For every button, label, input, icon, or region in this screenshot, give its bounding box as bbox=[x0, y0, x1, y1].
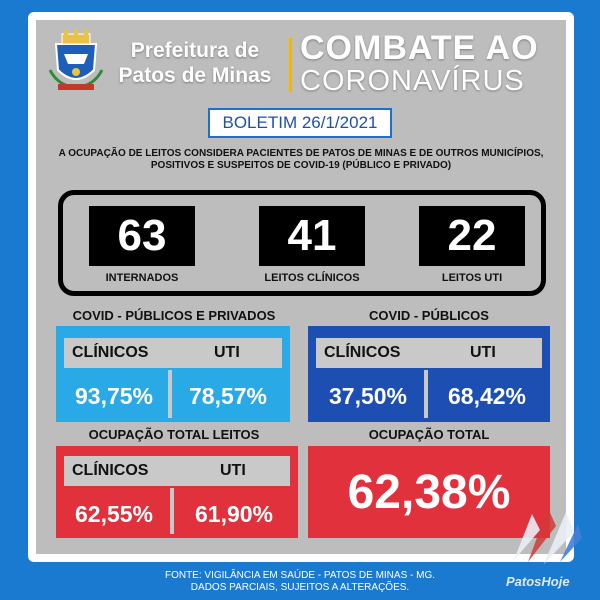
prefeitura-title: Prefeitura de Patos de Minas bbox=[110, 38, 280, 88]
stats-box bbox=[58, 190, 546, 296]
stat-label: LEITOS CLÍNICOS bbox=[264, 272, 360, 284]
stat-label: LEITOS UTI bbox=[441, 272, 503, 284]
source-footer: FONTE: VIGILÂNCIA EM SAÚDE - PATOS DE MI… bbox=[120, 570, 480, 594]
clinicos-label: CLÍNICOS bbox=[72, 344, 149, 361]
ocupacao-leitos-header: CLÍNICOS UTI bbox=[64, 456, 290, 486]
footer-line-1: FONTE: VIGILÂNCIA EM SAÚDE - PATOS DE MI… bbox=[164, 570, 436, 581]
publicos-uti-value: 68,42% bbox=[447, 383, 526, 409]
stat-leitos-clinicos: 41 LEITOS CLÍNICOS bbox=[252, 206, 372, 284]
publicos-clinicos-value: 37,50% bbox=[328, 383, 407, 409]
boletim-badge: BOLETIM 26/1/2021 bbox=[208, 108, 392, 138]
combate-title: COMBATE AO bbox=[300, 29, 539, 67]
stat-leitos-uti: 22 LEITOS UTI bbox=[412, 206, 532, 284]
ocupacao-total-value: 62,38% bbox=[347, 466, 511, 519]
stat-value: 22 bbox=[419, 206, 525, 266]
clinicos-label: CLÍNICOS bbox=[324, 344, 401, 361]
ocupacao-leitos-clinicos-value: 62,55% bbox=[74, 501, 153, 527]
brand-label: PatosHoje bbox=[506, 574, 570, 589]
stat-label: INTERNADOS bbox=[105, 272, 179, 284]
ocupacao-total-title: OCUPAÇÃO TOTAL bbox=[368, 427, 490, 442]
divider bbox=[424, 370, 428, 418]
ocupacao-leitos-title: OCUPAÇÃO TOTAL LEITOS bbox=[88, 427, 260, 442]
ocupacao-leitos-uti-value: 61,90% bbox=[194, 501, 273, 527]
divider bbox=[170, 488, 174, 534]
prefeitura-line-2: Patos de Minas bbox=[118, 64, 272, 87]
publicos-privados-clinicos-value: 93,75% bbox=[74, 383, 153, 409]
footer-line-2: DADOS PARCIAIS, SUJEITOS A ALTERAÇÕES. bbox=[190, 582, 410, 593]
publicos-privados-title: COVID - PÚBLICOS E PRIVADOS bbox=[72, 308, 276, 323]
uti-label: UTI bbox=[220, 462, 246, 479]
clinicos-label: CLÍNICOS bbox=[72, 462, 149, 479]
publicos-header: CLÍNICOS UTI bbox=[316, 338, 542, 368]
stat-value: 63 bbox=[89, 206, 195, 266]
publicos-privados-header: CLÍNICOS UTI bbox=[64, 338, 282, 368]
divider bbox=[168, 370, 172, 418]
stat-internados: 63 INTERNADOS bbox=[82, 206, 202, 284]
publicos-title: COVID - PÚBLICOS bbox=[369, 308, 489, 323]
stat-value: 41 bbox=[259, 206, 365, 266]
coronavirus-title: CORONAVÍRUS bbox=[300, 65, 525, 97]
occupancy-note: A OCUPAÇÃO DE LEITOS CONSIDERA PACIENTES… bbox=[58, 148, 544, 171]
uti-label: UTI bbox=[214, 344, 240, 361]
coat-of-arms-icon bbox=[48, 30, 104, 90]
prefeitura-line-1: Prefeitura de bbox=[130, 39, 260, 62]
publicos-privados-uti-value: 78,57% bbox=[188, 383, 267, 409]
header-divider bbox=[289, 38, 292, 92]
ocupacao-total-card bbox=[308, 446, 550, 538]
uti-label: UTI bbox=[470, 344, 496, 361]
patos-hoje-logo-icon bbox=[514, 508, 582, 564]
